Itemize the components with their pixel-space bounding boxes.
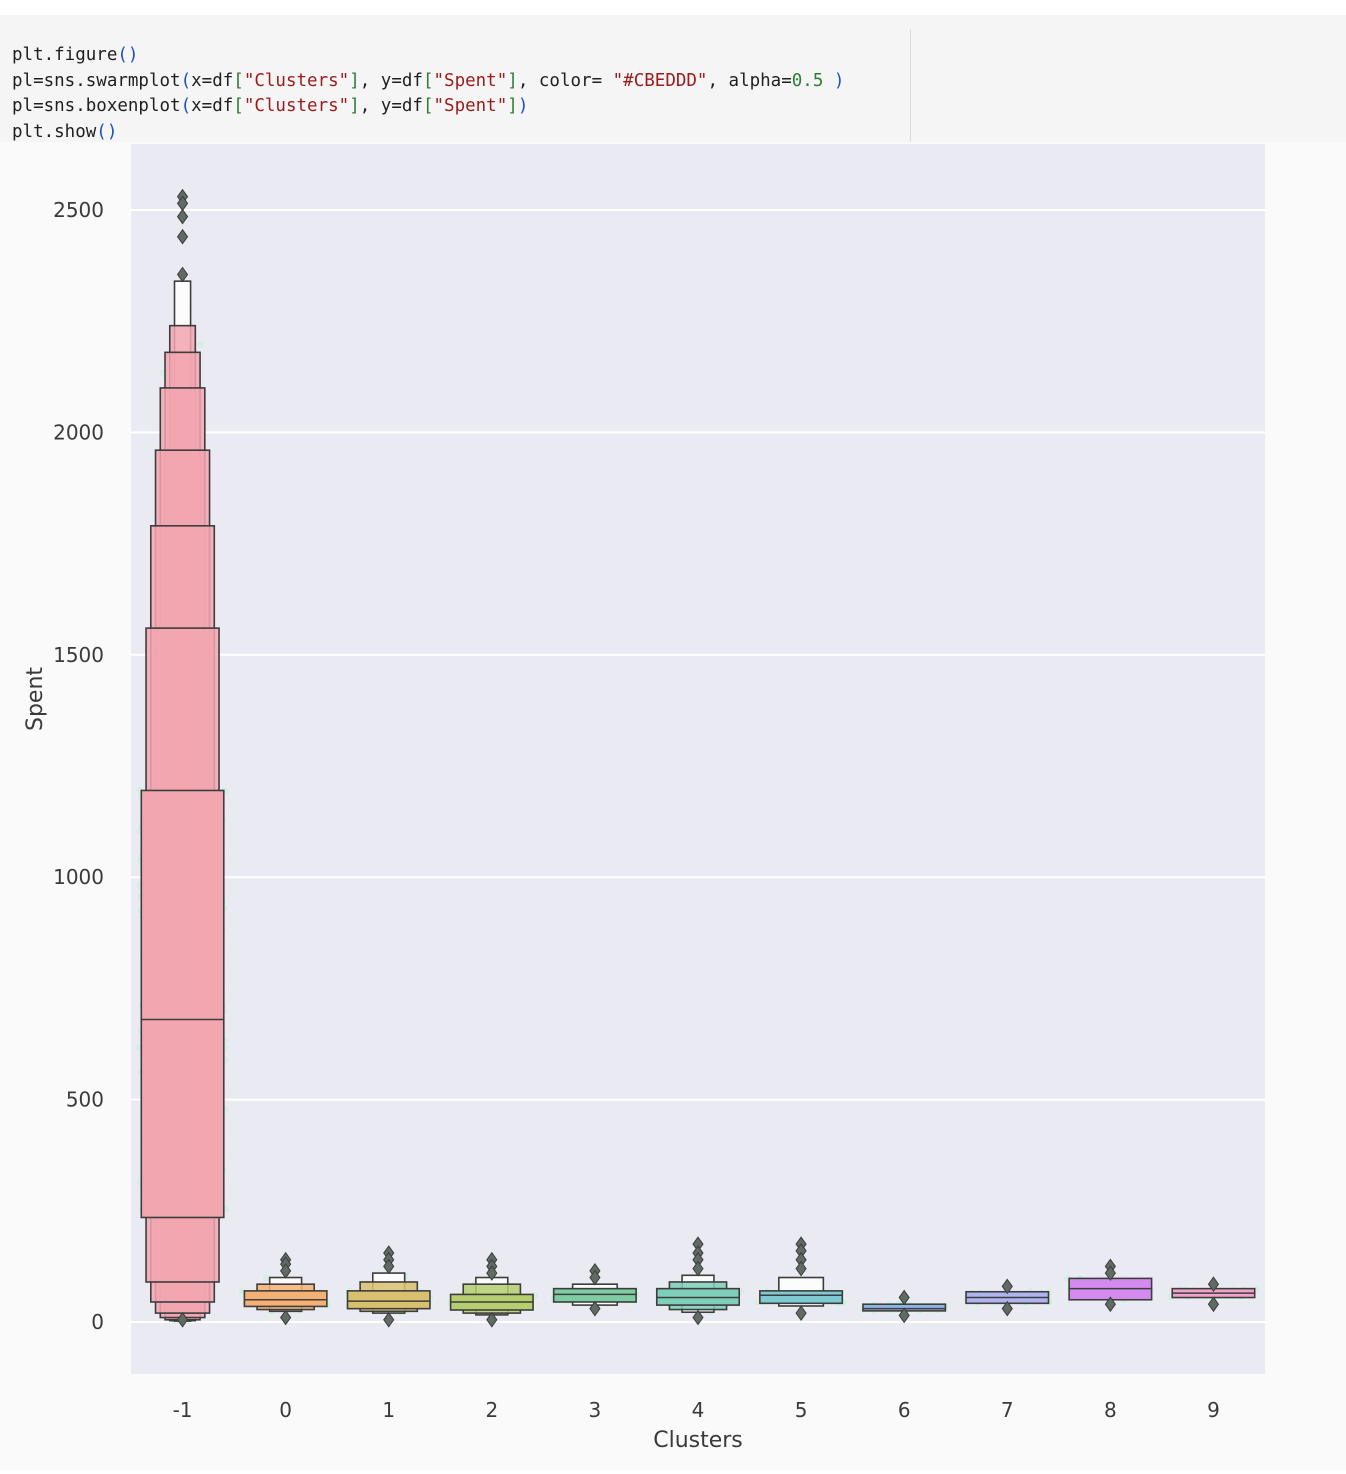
- boxen-layer: [140, 280, 1256, 1322]
- code-token: , color=: [517, 70, 613, 91]
- y-tick-label: 500: [66, 1088, 104, 1112]
- code-token: [: [422, 96, 434, 116]
- outlier-marker: [1104, 1265, 1116, 1281]
- outlier-layer: [176, 188, 1220, 1328]
- cell-divider: [910, 29, 911, 142]
- y-tick-label: 1000: [53, 865, 104, 889]
- x-tick-labels: -1 0 1 2 3 4 5 6 7 8 9: [173, 1398, 1220, 1422]
- x-tick-label: 3: [589, 1398, 602, 1422]
- y-tick-label: 0: [91, 1310, 104, 1334]
- x-tick-label: 4: [692, 1398, 705, 1422]
- y-tick-labels: 0 500 1000 1500 2000 2500: [53, 198, 104, 1334]
- x-axis-label: Clusters: [653, 1428, 743, 1453]
- boxen-box: [552, 1287, 637, 1303]
- y-tick-label: 1500: [53, 643, 104, 667]
- code-token: x=df: [191, 96, 234, 116]
- code-token: 0.5: [791, 70, 824, 91]
- y-tick-label: 2000: [53, 420, 104, 444]
- code-line: pl=sns.boxenplot(x=df["Clusters"], y=df[…: [12, 94, 844, 120]
- outlier-marker: [176, 266, 189, 283]
- code-token: "Clusters": [243, 96, 350, 116]
- outlier-marker: [1207, 1296, 1220, 1313]
- code-token: (: [180, 70, 192, 91]
- code-line: plt.figure(): [12, 43, 844, 69]
- outlier-marker: [383, 1258, 395, 1275]
- outlier-marker: [486, 1311, 498, 1328]
- code-token: ]: [507, 70, 518, 91]
- outlier-marker: [176, 1311, 189, 1328]
- code-token: plt.show: [12, 121, 97, 142]
- code-token: ): [823, 70, 845, 91]
- code-token: (): [96, 121, 118, 142]
- outlier-marker: [176, 228, 189, 245]
- boxen-box: [346, 1290, 431, 1310]
- outlier-marker: [795, 1260, 807, 1277]
- y-axis-label: Spent: [23, 667, 48, 731]
- outlier-marker: [692, 1260, 704, 1277]
- outlier-marker: [898, 1307, 910, 1324]
- code-token: [: [233, 70, 244, 91]
- code-token: plt.figure: [12, 45, 118, 65]
- code-token: [: [233, 96, 244, 116]
- outlier-marker: [486, 1265, 498, 1281]
- code-token: x=df: [191, 70, 234, 91]
- code-line: pl=sns.swarmplot(x=df["Clusters"], y=df[…: [12, 69, 844, 95]
- boxen-box: [243, 1290, 328, 1308]
- outlier-marker: [692, 1309, 704, 1326]
- code-cell[interactable]: plt.figure() pl=sns.swarmplot(x=df["Clust…: [0, 15, 1346, 142]
- code-token: , y=df: [359, 70, 423, 91]
- y-tick-label: 2500: [53, 198, 104, 222]
- outlier-marker: [280, 1262, 292, 1279]
- code-token: ]: [349, 96, 360, 116]
- boxen-box: [759, 1290, 844, 1305]
- code-token: "Clusters": [243, 70, 350, 91]
- boxen-box: [140, 789, 225, 1219]
- code-token: "Spent": [433, 70, 508, 91]
- cell-output: 0 500 1000 1500 2000 2500 -1 0 1 2 3 4 5 6 7 8 9 Cluste…: [0, 142, 1346, 1470]
- code-token: "#CBEDDD": [612, 70, 708, 91]
- outlier-marker: [589, 1300, 601, 1317]
- code-token: , y=df: [359, 96, 423, 116]
- x-tick-label: 6: [898, 1398, 911, 1422]
- outlier-marker: [898, 1289, 910, 1306]
- boxen-chart: 0 500 1000 1500 2000 2500 -1 0 1 2 3 4 5 6 7 8 9 Cluste…: [23, 144, 1265, 1453]
- code-token: (): [117, 45, 139, 65]
- x-tick-label: 9: [1207, 1398, 1220, 1422]
- x-tick-label: 5: [795, 1398, 808, 1422]
- outlier-marker: [383, 1311, 395, 1328]
- code-token: , alpha=: [707, 70, 792, 91]
- x-tick-label: 0: [279, 1398, 292, 1422]
- outlier-marker: [1104, 1296, 1116, 1313]
- code-line: plt.show(): [12, 120, 844, 146]
- x-tick-label: 8: [1104, 1398, 1117, 1422]
- x-tick-label: 1: [382, 1398, 395, 1422]
- x-tick-label: -1: [173, 1398, 193, 1422]
- outlier-marker: [795, 1305, 807, 1321]
- outlier-marker: [1207, 1276, 1220, 1293]
- outlier-marker: [176, 208, 189, 225]
- code-token: ]: [349, 70, 360, 91]
- outlier-marker: [1001, 1278, 1013, 1295]
- plot-area: [131, 144, 1265, 1374]
- x-tick-label: 2: [485, 1398, 498, 1422]
- code-token: ): [517, 96, 529, 116]
- code-editor[interactable]: plt.figure() pl=sns.swarmplot(x=df["Clust…: [12, 43, 844, 145]
- code-token: ]: [507, 96, 518, 116]
- swarm-point: [195, 339, 206, 350]
- code-token: (: [180, 96, 192, 116]
- code-token: pl=sns.swarmplot: [12, 70, 181, 91]
- outlier-marker: [589, 1269, 601, 1286]
- code-token: "Spent": [433, 96, 508, 116]
- outlier-marker: [1001, 1300, 1013, 1317]
- code-token: pl=sns.boxenplot: [12, 96, 181, 116]
- outlier-marker: [280, 1309, 292, 1326]
- x-tick-label: 7: [1001, 1398, 1014, 1422]
- code-token: [: [422, 70, 434, 91]
